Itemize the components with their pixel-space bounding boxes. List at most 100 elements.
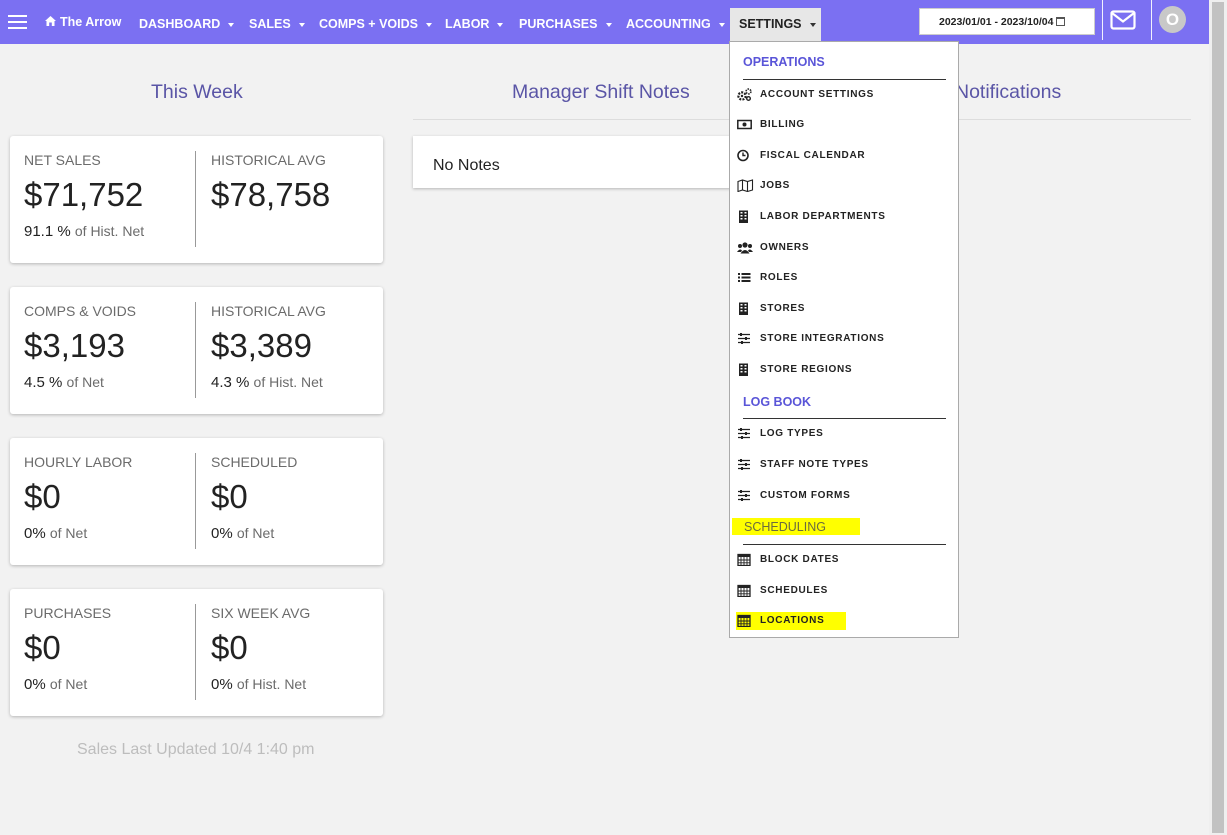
chevron-down-icon: [497, 22, 504, 27]
stat-sub: 4.3 % of Hist. Net: [211, 374, 326, 391]
stat-sub: 0% of Net: [24, 525, 132, 542]
list-icon: [737, 271, 752, 289]
menu-item-label: STORE REGIONS: [760, 364, 853, 375]
manager-shift-notes-heading: Manager Shift Notes: [512, 81, 690, 103]
menu-icon[interactable]: [8, 15, 27, 29]
stat-sub-num: 0%: [24, 676, 46, 693]
menu-item-roles[interactable]: ROLES: [736, 269, 948, 287]
chevron-down-icon: [425, 22, 432, 27]
nav-dashboard[interactable]: DASHBOARD: [139, 17, 235, 31]
card-divider: [195, 151, 196, 247]
menu-item-owners[interactable]: OWNERS: [736, 239, 948, 257]
scrollbar-thumb[interactable]: [1212, 2, 1224, 833]
sliders-icon: [737, 332, 752, 350]
stat-sub-suffix: of Hist. Net: [236, 676, 307, 692]
calendar-icon: [737, 614, 752, 632]
menu-item-label: STORE INTEGRATIONS: [760, 333, 885, 344]
brand-label: The Arrow: [60, 15, 122, 29]
menu-item-label: STORES: [760, 303, 806, 314]
menu-item-custom-forms[interactable]: CUSTOM FORMS: [736, 487, 948, 505]
nav-divider: [1151, 0, 1152, 40]
stat-value: $0: [24, 629, 61, 666]
stat-value: $0: [211, 629, 248, 666]
nav-purchases[interactable]: PURCHASES: [519, 17, 612, 31]
menu-item-labor-departments[interactable]: LABOR DEPARTMENTS: [736, 208, 948, 226]
stat-sub-num: 0%: [211, 525, 233, 542]
menu-item-block-dates[interactable]: BLOCK DATES: [736, 551, 948, 569]
card-divider: [195, 604, 196, 700]
nav-settings[interactable]: SETTINGS: [730, 8, 821, 42]
menu-item-billing[interactable]: BILLING: [736, 116, 948, 134]
stat-col: PURCHASES $0 0% of Net: [24, 605, 111, 693]
stat-col: NET SALES $71,752 91.1 % of Hist. Net: [24, 152, 144, 240]
nav-accounting[interactable]: ACCOUNTING: [626, 17, 725, 31]
menu-section-rule: [743, 418, 946, 419]
menu-item-label: BILLING: [760, 119, 805, 130]
date-range-picker[interactable]: 2023/01/01 - 2023/10/04: [919, 8, 1095, 35]
stat-value: $78,758: [211, 176, 331, 213]
menu-item-schedules[interactable]: SCHEDULES: [736, 582, 948, 600]
stat-value: $0: [211, 478, 248, 515]
settings-dropdown-menu: OPERATIONS ACCOUNT SETTINGS BILLING FISC…: [729, 41, 959, 638]
stat-col: SIX WEEK AVG $0 0% of Hist. Net: [211, 605, 310, 693]
stat-sub-num: 0%: [24, 525, 46, 542]
date-range-value: 2023/01/01 - 2023/10/04: [939, 16, 1054, 28]
menu-section-scheduling: SCHEDULING: [732, 518, 860, 535]
notes-divider: [413, 119, 743, 120]
nav-sales-label: SALES: [249, 17, 291, 31]
menu-section-rule: [743, 544, 946, 545]
sliders-icon: [737, 458, 752, 476]
menu-item-label: JOBS: [760, 180, 791, 191]
stat-col: HOURLY LABOR $0 0% of Net: [24, 454, 132, 542]
avatar[interactable]: O: [1159, 6, 1186, 33]
clock-icon: [737, 149, 752, 167]
menu-section-rule: [743, 79, 946, 80]
calendar-icon: [737, 553, 752, 571]
menu-item-label: OWNERS: [760, 242, 810, 253]
stat-label: SIX WEEK AVG: [211, 605, 311, 621]
building-icon: [737, 210, 752, 228]
menu-item-label: ROLES: [760, 272, 798, 283]
menu-item-fiscal-calendar[interactable]: FISCAL CALENDAR: [736, 147, 948, 165]
menu-section-operations: OPERATIONS: [743, 55, 825, 69]
brand-link[interactable]: The Arrow: [45, 15, 121, 29]
nav-comps-voids-label: COMPS + VOIDS: [319, 17, 418, 31]
page-scrollbar[interactable]: [1209, 0, 1227, 835]
stat-sub-suffix: of Net: [49, 525, 88, 541]
stat-sub: 0% of Net: [24, 676, 111, 693]
menu-section-log-book: LOG BOOK: [743, 395, 812, 409]
nav-dashboard-label: DASHBOARD: [139, 17, 221, 31]
calendar-icon: [1056, 17, 1066, 26]
stat-sub: 91.1 % of Hist. Net: [24, 223, 144, 240]
menu-item-jobs[interactable]: JOBS: [736, 177, 948, 195]
menu-item-staff-note-types[interactable]: STAFF NOTE TYPES: [736, 456, 948, 474]
nav-settings-label: SETTINGS: [739, 17, 802, 31]
notifications-heading-label: Notifications: [955, 81, 1062, 103]
notifications-heading: Notifications: [955, 81, 1065, 104]
stat-value: $3,193: [24, 327, 125, 364]
stat-value: $71,752: [24, 176, 144, 213]
mail-icon[interactable]: [1110, 10, 1136, 35]
chevron-down-icon: [605, 22, 612, 27]
nav-comps-voids[interactable]: COMPS + VOIDS: [319, 17, 432, 31]
stat-sub-suffix: of Net: [66, 374, 104, 390]
home-icon: [45, 16, 56, 29]
nav-purchases-label: PURCHASES: [519, 17, 598, 31]
chevron-down-icon: [228, 22, 235, 27]
menu-item-label: BLOCK DATES: [760, 554, 840, 565]
chevron-down-icon: [298, 22, 305, 27]
menu-item-store-integrations[interactable]: STORE INTEGRATIONS: [736, 330, 948, 348]
menu-item-locations[interactable]: LOCATIONS: [736, 612, 846, 630]
menu-item-stores[interactable]: STORES: [736, 300, 948, 318]
stat-card-comps-voids: COMPS & VOIDS $3,193 4.5 % of Net HISTOR…: [10, 287, 383, 414]
chevron-down-icon: [718, 22, 725, 27]
menu-item-account-settings[interactable]: ACCOUNT SETTINGS: [736, 86, 948, 104]
menu-item-log-types[interactable]: LOG TYPES: [736, 425, 948, 443]
menu-item-store-regions[interactable]: STORE REGIONS: [736, 361, 948, 379]
nav-sales[interactable]: SALES: [249, 17, 305, 31]
menu-item-label: LABOR DEPARTMENTS: [760, 211, 886, 222]
nav-divider: [1102, 0, 1103, 40]
nav-labor[interactable]: LABOR: [445, 17, 504, 31]
stat-sub-num: 91.1 %: [24, 223, 71, 240]
manager-notes-card: No Notes: [413, 136, 743, 188]
